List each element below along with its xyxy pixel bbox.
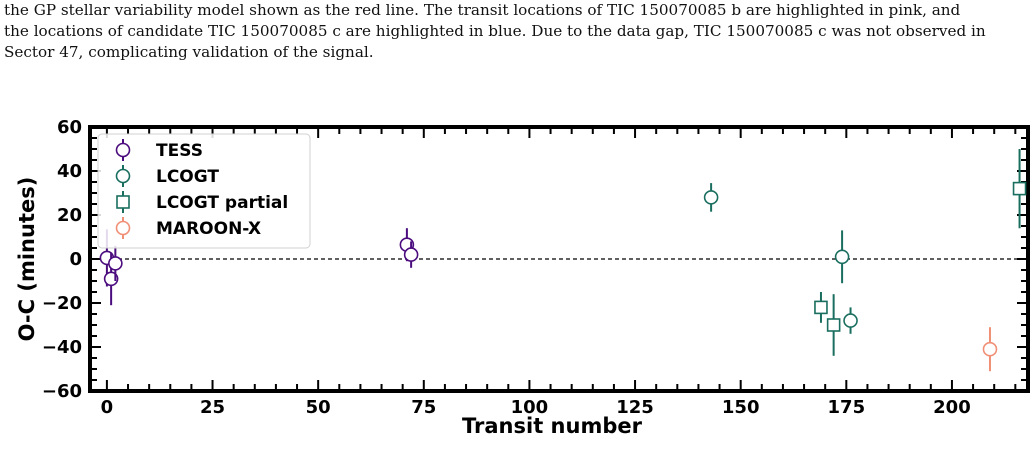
x-tick-label: 75 (411, 397, 436, 418)
legend-label: LCOGT partial (156, 193, 288, 213)
legend-label: LCOGT (156, 167, 219, 187)
x-tick-label: 25 (200, 397, 225, 418)
data-point-square (814, 300, 828, 315)
x-tick-label: 200 (933, 397, 971, 418)
x-tick-label: 50 (306, 397, 331, 418)
y-tick-label: 0 (69, 249, 82, 270)
plot-frame (88, 125, 1030, 393)
y-tick-label: −60 (42, 381, 82, 402)
caption-line: Sector 47, complicating validation of th… (4, 43, 374, 61)
x-axis-label: Transit number (462, 414, 643, 438)
data-point-circle (703, 190, 719, 205)
data-point-circle (843, 313, 858, 328)
legend-box (97, 133, 311, 249)
y-tick-label: −40 (42, 337, 82, 358)
data-point-circle (108, 256, 123, 271)
figure-caption: the GP stellar variability model shown a… (4, 0, 1030, 63)
x-tick-label: 175 (828, 397, 866, 418)
data-point-circle (982, 341, 998, 357)
plot-layer: 0 25 50 75 100 125 150 175 200 −60 −40 −20 0 20 40 60 TE… (42, 117, 1030, 418)
legend-marker-circle (115, 168, 131, 184)
y-tick-label: 60 (57, 117, 82, 138)
legend-marker-square (116, 195, 130, 209)
data-point-square (1012, 181, 1027, 196)
data-point-square (826, 318, 841, 332)
y-tick-label: −20 (42, 293, 82, 314)
y-axis-label: O-C (minutes) (15, 177, 39, 342)
x-tick-label: 0 (101, 397, 114, 418)
x-tick-label: 150 (722, 397, 760, 418)
caption-line: the locations of candidate TIC 150070085… (4, 22, 986, 40)
y-tick-label: 40 (57, 161, 82, 182)
data-point-circle (834, 249, 850, 265)
legend-label: MAROON-X (156, 219, 261, 239)
legend-label: TESS (156, 141, 203, 161)
x-tick-label: 125 (616, 397, 654, 418)
caption-line: the GP stellar variability model shown a… (4, 1, 961, 19)
legend-marker-circle (115, 220, 131, 236)
data-point-circle (403, 247, 419, 262)
y-tick-label: 20 (57, 205, 82, 226)
legend-marker-circle (115, 142, 131, 158)
x-tick-label: 100 (511, 397, 549, 418)
